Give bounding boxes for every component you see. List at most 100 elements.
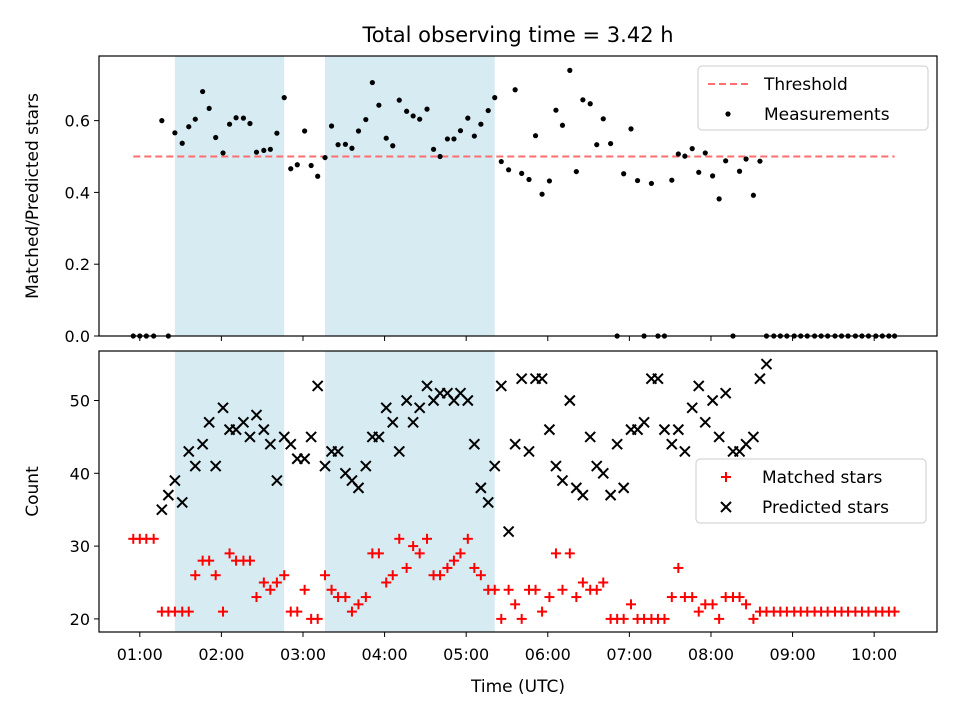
data-point [360, 592, 371, 603]
data-point [564, 394, 576, 407]
data-point [390, 143, 396, 149]
legend-swatch [725, 111, 731, 117]
data-point [299, 584, 310, 595]
data-point-b [686, 402, 698, 414]
data-point [550, 460, 562, 472]
data-point [233, 115, 239, 121]
data-point [503, 584, 514, 595]
ratio-panel: 0.0 0.2 0.4 0.6 Matched/Predicted stars Thres… [23, 55, 938, 346]
data-point [226, 121, 233, 127]
data-point-b [719, 387, 732, 399]
data-point-b [400, 394, 413, 407]
data-point-b [393, 445, 405, 458]
data-point [335, 142, 341, 148]
data-point [435, 570, 446, 581]
data-point [360, 460, 372, 472]
data-point [471, 133, 477, 139]
data-point [355, 128, 362, 134]
data-point [444, 136, 451, 142]
data-point [209, 460, 222, 472]
data-point [658, 423, 671, 436]
data-point [710, 173, 716, 179]
data-point [349, 145, 355, 151]
data-point [556, 474, 569, 487]
data-point-b [278, 431, 290, 443]
data-point [519, 170, 525, 176]
data-point [618, 613, 629, 624]
data-point [489, 460, 501, 472]
data-point [634, 177, 641, 184]
data-point [516, 613, 527, 624]
data-point [271, 577, 282, 588]
data-point [302, 128, 308, 134]
y-tick-label: 0.0 [65, 327, 90, 346]
data-point [523, 445, 535, 458]
data-point [413, 402, 426, 414]
data-point [600, 116, 606, 122]
axes-frame [98, 55, 938, 337]
data-point-b [577, 489, 589, 501]
data-point [696, 169, 702, 175]
data-point [176, 496, 188, 509]
legend-label: Threshold [763, 75, 848, 95]
data-point [424, 106, 430, 112]
data-point [669, 177, 675, 183]
data-point [422, 533, 433, 544]
data-point [648, 180, 655, 187]
data-point [162, 489, 175, 501]
data-point-b [536, 372, 548, 385]
data-point [183, 606, 194, 617]
data-point [485, 107, 491, 114]
data-point-b [570, 482, 583, 494]
data-point-b [305, 431, 317, 443]
data-point [652, 372, 664, 385]
data-point [244, 431, 256, 443]
data-point [462, 533, 473, 544]
data-point-b [352, 482, 365, 494]
data-point [748, 613, 759, 624]
data-point-b [373, 431, 385, 443]
data-point-b [489, 460, 501, 472]
data-point [754, 372, 766, 385]
data-point [169, 474, 181, 487]
data-point [707, 599, 718, 610]
y-tick-label: 30 [70, 537, 90, 556]
data-point [148, 533, 159, 544]
data-point [393, 445, 405, 458]
data-point [407, 416, 419, 429]
data-point-b [360, 460, 372, 472]
data-point [250, 409, 263, 421]
data-point-b [693, 380, 705, 392]
data-point [183, 445, 195, 458]
data-point [312, 613, 323, 624]
data-point [213, 134, 219, 141]
data-point [196, 438, 209, 450]
data-point-b [169, 474, 181, 487]
data-point-b [183, 445, 195, 458]
data-point [475, 570, 486, 581]
data-point-b [387, 416, 399, 429]
y-tick-label: 0.2 [65, 255, 90, 274]
x-tick-label: 03:00 [280, 645, 326, 664]
data-point [577, 489, 589, 501]
data-point-b [162, 489, 175, 501]
data-point [210, 570, 221, 581]
data-point [550, 548, 561, 559]
data-point [264, 438, 277, 450]
data-point-b [421, 380, 433, 392]
x-tick-label: 09:00 [770, 645, 816, 664]
data-point [451, 136, 457, 142]
data-point [292, 606, 303, 617]
data-point [373, 548, 384, 559]
data-point [288, 166, 294, 172]
data-point [274, 130, 280, 136]
x-tick-label: 02:00 [198, 645, 244, 664]
data-point-b [196, 438, 209, 450]
x-tick-label: 06:00 [525, 645, 571, 664]
data-point-b [250, 409, 263, 421]
data-point-b [754, 372, 766, 385]
legend-swatch [720, 501, 732, 513]
data-point [251, 592, 262, 603]
data-point-b [652, 372, 664, 385]
data-point [305, 431, 317, 443]
